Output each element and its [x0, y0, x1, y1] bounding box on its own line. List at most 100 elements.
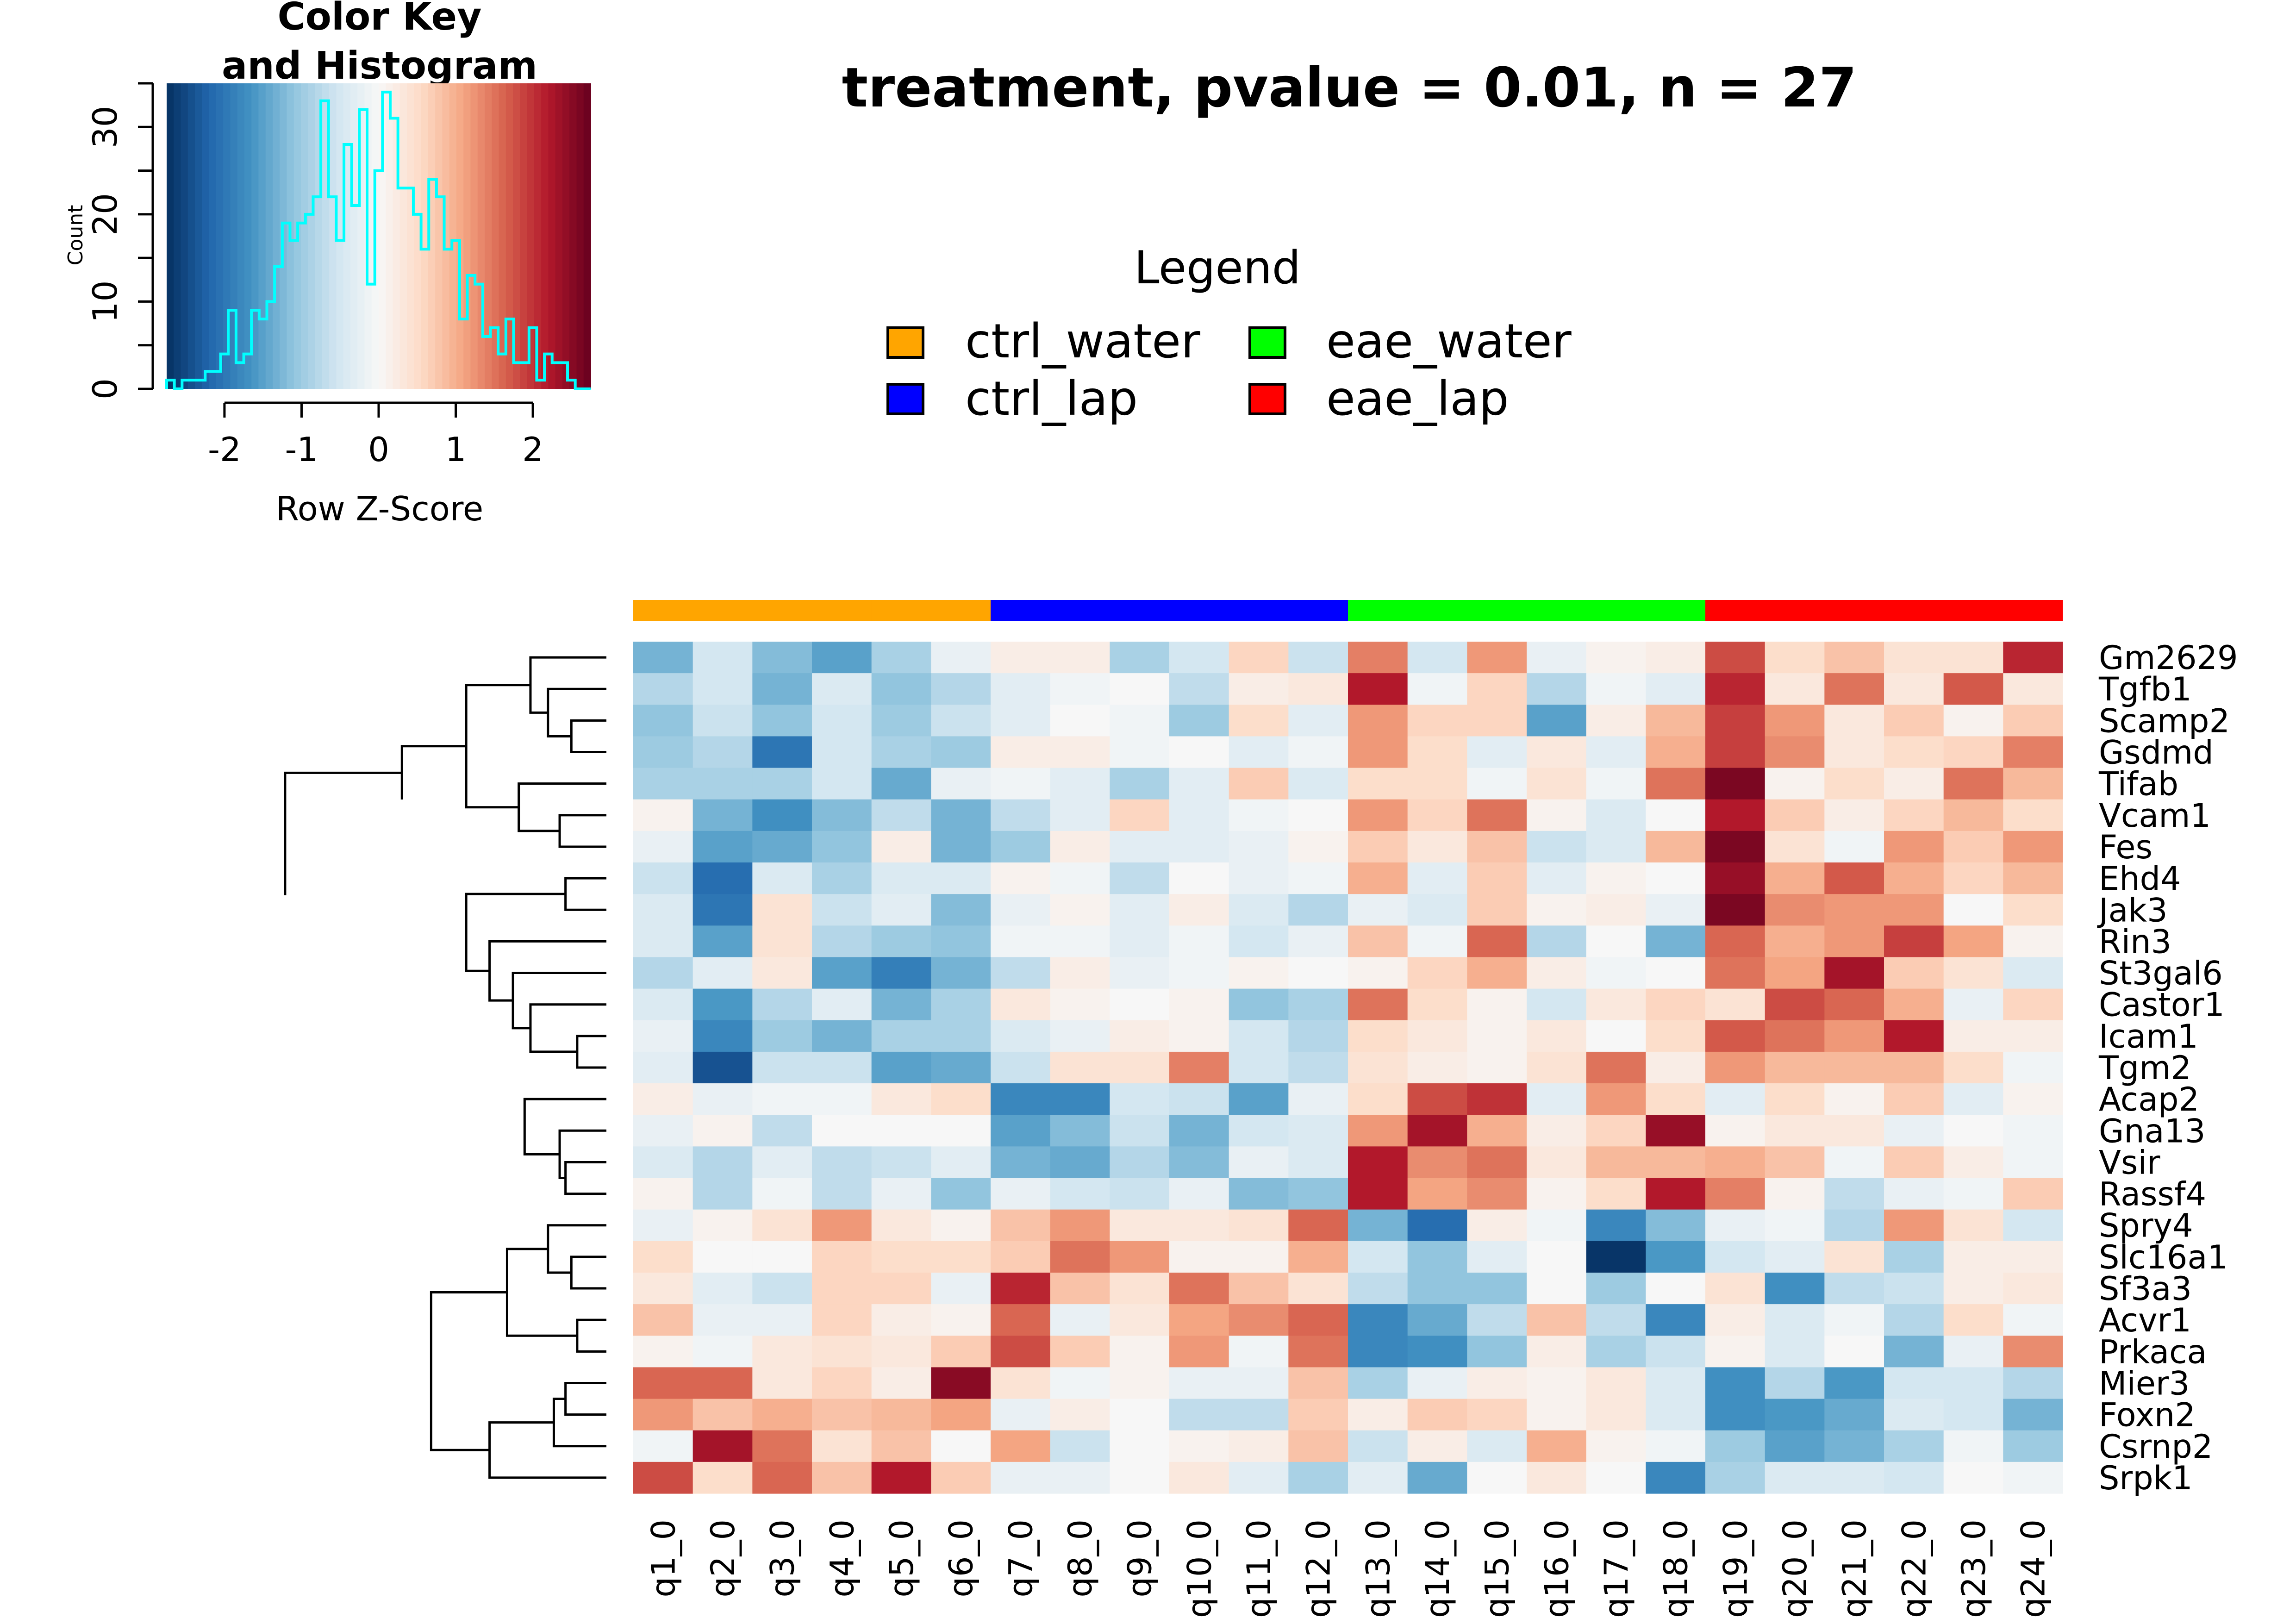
heatmap-cell-Mier3-q24_0: [2003, 1367, 2063, 1399]
heatmap-cell-Castor1-q16_0: [1527, 988, 1587, 1021]
heatmap-cell-Slc16a1-q20_0: [1765, 1241, 1825, 1273]
heatmap-cell-Foxn2-q23_0: [1943, 1399, 2003, 1431]
heatmap-cell-Rin3-q23_0: [1943, 925, 2003, 958]
heatmap-cell-Foxn2-q2_0: [693, 1399, 753, 1431]
heatmap-cell-Tgfb1-q21_0: [1824, 673, 1884, 705]
heatmap-cell-Rin3-q11_0: [1229, 925, 1289, 958]
heatmap-cell-Sf3a3-q17_0: [1586, 1272, 1646, 1305]
heatmap-cell-Prkaca-q22_0: [1884, 1336, 1944, 1368]
heatmap-cell-Gm2629-q15_0: [1467, 642, 1527, 674]
heatmap-cell-Tifab-q20_0: [1765, 768, 1825, 800]
color-key-strip: [407, 83, 415, 389]
color-key-strip: [244, 83, 252, 389]
color-key-strip: [209, 83, 217, 389]
heatmap-cell-Slc16a1-q4_0: [812, 1241, 872, 1273]
heatmap-cell-Prkaca-q1_0: [633, 1336, 693, 1368]
heatmap-cell-Sf3a3-q15_0: [1467, 1272, 1527, 1305]
color-key-strip: [520, 83, 528, 389]
heatmap-cell-Vcam1-q17_0: [1586, 799, 1646, 831]
heatmap-cell-Gm2629-q22_0: [1884, 642, 1944, 674]
heatmap-cell-St3gal6-q15_0: [1467, 957, 1527, 989]
heatmap-cell-Acvr1-q17_0: [1586, 1304, 1646, 1336]
heatmap-cell-Foxn2-q20_0: [1765, 1399, 1825, 1431]
heatmap-cell-Icam1-q24_0: [2003, 1020, 2063, 1052]
heatmap-cell-Tgfb1-q1_0: [633, 673, 693, 705]
heatmap-cell-Rin3-q3_0: [752, 925, 812, 958]
heatmap-cell-Gm2629-q13_0: [1348, 642, 1408, 674]
heatmap-cell-St3gal6-q8_0: [1050, 957, 1110, 989]
heatmap-cell-Tgm2-q5_0: [871, 1051, 931, 1084]
heatmap-cell-Vsir-q1_0: [633, 1146, 693, 1179]
heatmap-cell-Jak3-q24_0: [2003, 894, 2063, 926]
heatmap-cell-Castor1-q9_0: [1110, 988, 1170, 1021]
heatmap-cell-Gsdmd-q3_0: [752, 736, 812, 768]
heatmap-cell-Tifab-q15_0: [1467, 768, 1527, 800]
heatmap-cell-Tifab-q2_0: [693, 768, 753, 800]
column-side-color-q5_0: [871, 600, 931, 621]
heatmap-cell-Srpk1-q16_0: [1527, 1462, 1587, 1494]
heatmap-cell-Ehd4-q10_0: [1169, 862, 1229, 894]
heatmap-cell-Prkaca-q18_0: [1646, 1336, 1706, 1368]
heatmap-cell-Foxn2-q24_0: [2003, 1399, 2063, 1431]
heatmap-cell-Prkaca-q9_0: [1110, 1336, 1170, 1368]
heatmap-cell-Fes-q8_0: [1050, 831, 1110, 863]
heatmap-cell-Icam1-q12_0: [1288, 1020, 1348, 1052]
heatmap-cell-Spry4-q5_0: [871, 1209, 931, 1242]
heatmap-cell-Tgfb1-q7_0: [991, 673, 1051, 705]
heatmap-cell-Csrnp2-q21_0: [1824, 1430, 1884, 1462]
heatmap-cell-Acvr1-q5_0: [871, 1304, 931, 1336]
heatmap-cell-Fes-q10_0: [1169, 831, 1229, 863]
color-key-strip: [492, 83, 499, 389]
heatmap-cell-Slc16a1-q13_0: [1348, 1241, 1408, 1273]
heatmap-cell-Acap2-q13_0: [1348, 1083, 1408, 1115]
heatmap-cell-Tgm2-q9_0: [1110, 1051, 1170, 1084]
color-key-ylabel: Count: [64, 205, 87, 266]
heatmap-cell-Spry4-q1_0: [633, 1209, 693, 1242]
heatmap-cell-Tifab-q14_0: [1407, 768, 1467, 800]
heatmap-cell-Vsir-q22_0: [1884, 1146, 1944, 1179]
heatmap-cell-Csrnp2-q20_0: [1765, 1430, 1825, 1462]
heatmap-cell-Tgfb1-q12_0: [1288, 673, 1348, 705]
heatmap-cell-St3gal6-q17_0: [1586, 957, 1646, 989]
heatmap-cell-Fes-q18_0: [1646, 831, 1706, 863]
legend-label-ctrl-water: ctrl_water: [965, 314, 1200, 369]
heatmap-cell-Gm2629-q18_0: [1646, 642, 1706, 674]
heatmap-cell-Icam1-q22_0: [1884, 1020, 1944, 1052]
color-key-strip: [386, 83, 393, 389]
heatmap-cell-Vsir-q16_0: [1527, 1146, 1587, 1179]
heatmap-cell-Acvr1-q1_0: [633, 1304, 693, 1336]
heatmap-cell-Gsdmd-q1_0: [633, 736, 693, 768]
heatmap-cell-Csrnp2-q22_0: [1884, 1430, 1944, 1462]
heatmap-cell-St3gal6-q10_0: [1169, 957, 1229, 989]
column-side-color-q17_0: [1586, 600, 1646, 621]
dendrogram-branch: [558, 1129, 606, 1180]
heatmap-cell-Scamp2-q23_0: [1943, 705, 2003, 737]
heatmap-cell-Tgm2-q23_0: [1943, 1051, 2003, 1084]
heatmap-cell-Jak3-q4_0: [812, 894, 872, 926]
heatmap-cell-Jak3-q1_0: [633, 894, 693, 926]
heatmap-cell-Castor1-q2_0: [693, 988, 753, 1021]
color-key-strip: [576, 83, 584, 389]
heatmap-cell-Icam1-q17_0: [1586, 1020, 1646, 1052]
color-key-x-tick-label: -1: [285, 430, 318, 469]
heatmap-cell-St3gal6-q21_0: [1824, 957, 1884, 989]
column-label-q16_0: q16_0: [1538, 1519, 1576, 1618]
column-label-q9_0: q9_0: [1121, 1519, 1159, 1598]
heatmap-cell-Gm2629-q11_0: [1229, 642, 1289, 674]
heatmap-cell-Acap2-q5_0: [871, 1083, 931, 1115]
row-label-Fes: Fes: [2099, 828, 2152, 866]
column-label-q6_0: q6_0: [942, 1519, 980, 1598]
heatmap-cell-Tifab-q8_0: [1050, 768, 1110, 800]
heatmap-cell-Scamp2-q17_0: [1586, 705, 1646, 737]
heatmap-cell-Spry4-q16_0: [1527, 1209, 1587, 1242]
heatmap-cell-Fes-q23_0: [1943, 831, 2003, 863]
heatmap-cell-Gsdmd-q6_0: [931, 736, 991, 768]
color-key-strip: [534, 83, 542, 389]
heatmap-cell-Castor1-q5_0: [871, 988, 931, 1021]
heatmap-cell-Castor1-q11_0: [1229, 988, 1289, 1021]
heatmap-cell-Castor1-q21_0: [1824, 988, 1884, 1021]
heatmap-cell-Vsir-q11_0: [1229, 1146, 1289, 1179]
heatmap-cell-Fes-q7_0: [991, 831, 1051, 863]
dendrogram-branch: [564, 1161, 606, 1195]
color-key-strip: [463, 83, 471, 389]
